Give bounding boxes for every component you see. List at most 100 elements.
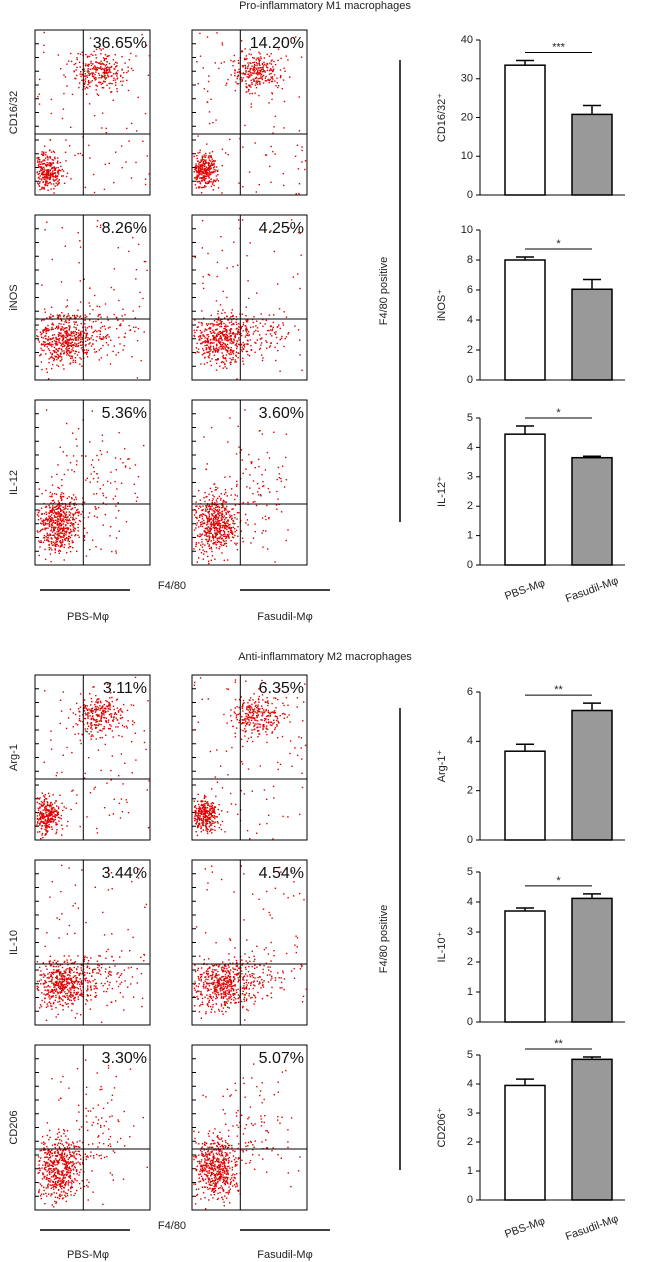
cytometry-event xyxy=(51,817,53,820)
cytometry-event xyxy=(259,723,261,726)
cytometry-event xyxy=(225,540,227,542)
cytometry-event xyxy=(111,755,113,757)
cytometry-event xyxy=(60,497,62,499)
cytometry-event xyxy=(41,284,43,286)
cytometry-event xyxy=(201,541,203,543)
cytometry-event xyxy=(79,693,82,695)
cytometry-event xyxy=(57,533,59,535)
cytometry-event xyxy=(244,67,247,70)
cytometry-event xyxy=(85,344,87,346)
cytometry-event xyxy=(65,525,67,527)
cytometry-event xyxy=(97,715,99,717)
cytometry-event xyxy=(77,53,79,55)
cytometry-event xyxy=(50,814,52,816)
cytometry-event xyxy=(89,68,92,70)
cytometry-event xyxy=(83,278,85,280)
cytometry-event xyxy=(248,716,251,718)
cytometry-event xyxy=(53,166,56,168)
cytometry-event xyxy=(214,160,216,162)
cytometry-event xyxy=(40,353,42,356)
cytometry-event xyxy=(231,517,233,519)
cytometry-event xyxy=(236,76,239,78)
cytometry-event xyxy=(118,510,120,512)
cytometry-event xyxy=(84,70,86,72)
cytometry-event xyxy=(41,179,43,181)
cytometry-event xyxy=(58,529,61,532)
cytometry-event xyxy=(283,67,285,69)
cytometry-event xyxy=(201,819,203,822)
cytometry-event xyxy=(91,410,93,412)
cytometry-event xyxy=(213,184,215,187)
cytometry-event xyxy=(209,160,212,162)
cytometry-event xyxy=(107,480,109,483)
cytometry-event xyxy=(225,324,227,326)
cytometry-event xyxy=(119,714,122,716)
cytometry-event xyxy=(234,70,236,72)
cytometry-event xyxy=(233,241,235,243)
cytometry-event xyxy=(135,269,138,271)
cytometry-event xyxy=(282,702,284,704)
cytometry-event xyxy=(69,337,71,339)
cytometry-event xyxy=(94,506,96,508)
cytometry-event xyxy=(209,818,212,820)
cytometry-event xyxy=(233,528,236,530)
cytometry-event xyxy=(201,354,204,356)
cytometry-event xyxy=(204,164,206,166)
cytometry-event xyxy=(249,722,251,724)
quadrant-percentage: 3.60% xyxy=(259,405,304,422)
cytometry-event xyxy=(112,79,115,82)
cytometry-event xyxy=(45,154,47,156)
cytometry-event xyxy=(41,349,43,351)
cytometry-event xyxy=(294,155,297,157)
cytometry-event xyxy=(103,69,106,71)
cytometry-event xyxy=(56,518,59,520)
cytometry-event xyxy=(64,341,66,343)
cytometry-event xyxy=(197,166,200,168)
cytometry-event xyxy=(62,341,65,343)
cytometry-event xyxy=(43,173,45,176)
plot-frame xyxy=(34,399,151,566)
cytometry-event xyxy=(36,514,39,516)
cytometry-event xyxy=(263,61,265,64)
cytometry-event xyxy=(48,821,50,823)
cytometry-event xyxy=(65,537,68,539)
cytometry-event xyxy=(230,349,233,351)
cytometry-event xyxy=(105,335,107,338)
cytometry-event xyxy=(208,111,211,113)
cytometry-event xyxy=(105,63,108,66)
cytometry-event xyxy=(105,71,107,73)
cytometry-event xyxy=(49,169,51,172)
cytometry-event xyxy=(76,315,79,317)
cytometry-event xyxy=(148,780,150,782)
cytometry-event xyxy=(218,521,220,523)
cytometry-event xyxy=(218,347,220,349)
cytometry-event xyxy=(74,352,76,355)
cytometry-event xyxy=(54,537,56,539)
cytometry-event xyxy=(224,343,227,345)
cytometry-event xyxy=(53,151,56,154)
cytometry-event xyxy=(212,339,214,341)
cytometry-event xyxy=(46,172,48,174)
cytometry-event xyxy=(90,62,92,64)
cytometry-event xyxy=(51,158,53,161)
cytometry-event xyxy=(95,61,97,63)
cytometry-event xyxy=(206,182,208,185)
cytometry-event xyxy=(203,162,206,165)
cytometry-event xyxy=(235,351,237,353)
cytometry-event xyxy=(266,701,269,703)
cytometry-event xyxy=(52,183,55,185)
cytometry-event xyxy=(210,823,212,825)
cytometry-event xyxy=(41,834,43,836)
cytometry-event xyxy=(57,550,60,552)
cytometry-event xyxy=(60,537,62,539)
cytometry-event xyxy=(297,231,300,234)
cytometry-event xyxy=(60,536,62,538)
cytometry-event xyxy=(255,61,257,64)
cytometry-event xyxy=(258,458,260,461)
cytometry-event xyxy=(62,343,65,345)
cytometry-event xyxy=(242,348,245,350)
cytometry-event xyxy=(212,121,214,124)
cytometry-event xyxy=(197,160,199,163)
cytometry-event xyxy=(108,702,110,705)
cytometry-event xyxy=(261,66,263,69)
